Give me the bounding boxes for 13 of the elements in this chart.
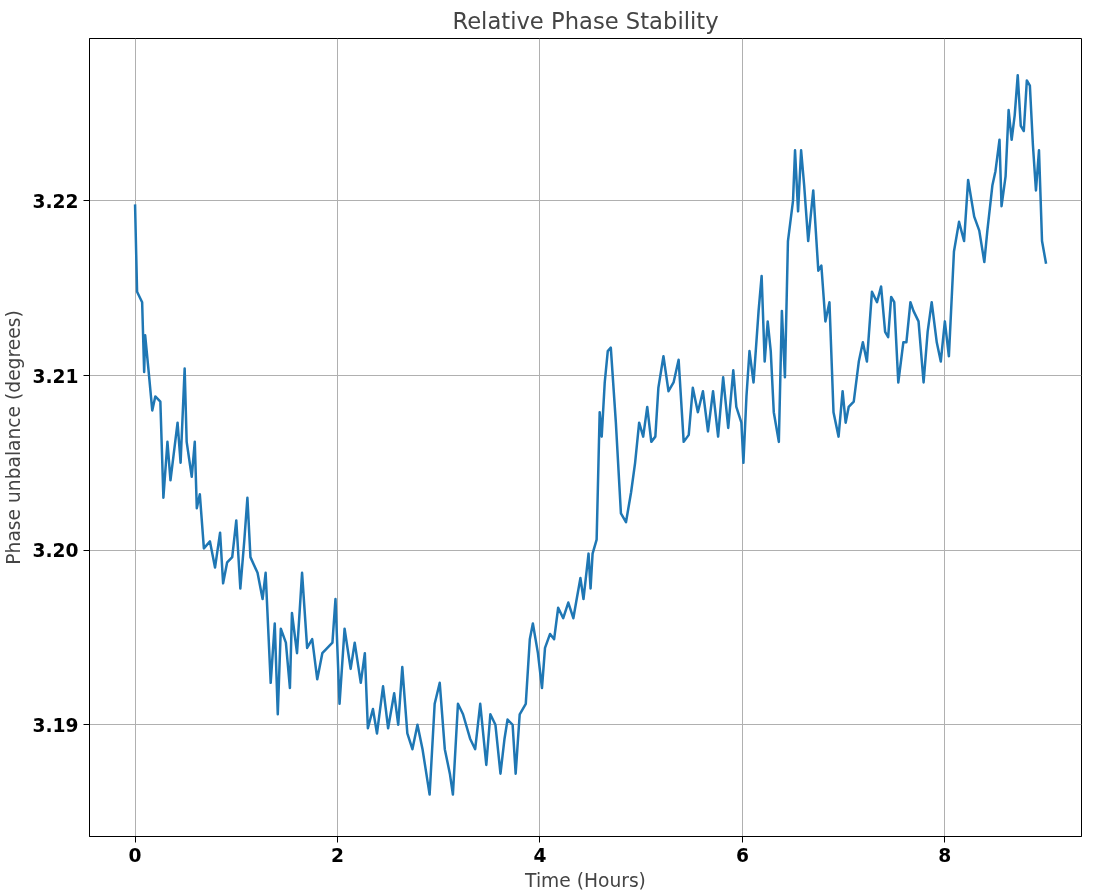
x-axis-title: Time (Hours)	[524, 869, 646, 891]
x-tick-label: 6	[735, 844, 749, 866]
chart-title: Relative Phase Stability	[452, 7, 719, 34]
y-tick-label: 3.21	[32, 365, 79, 387]
x-tick-label: 2	[331, 844, 344, 866]
y-tick-label: 3.20	[32, 540, 79, 562]
x-tick-label: 4	[533, 844, 547, 866]
y-axis-title: Phase unbalance (degrees)	[3, 310, 25, 565]
y-tick-label: 3.19	[32, 714, 79, 736]
line-series	[133, 73, 1048, 796]
y-tick-label: 3.22	[32, 190, 79, 212]
x-tick-label: 0	[128, 844, 142, 866]
x-tick-label: 8	[938, 844, 952, 866]
